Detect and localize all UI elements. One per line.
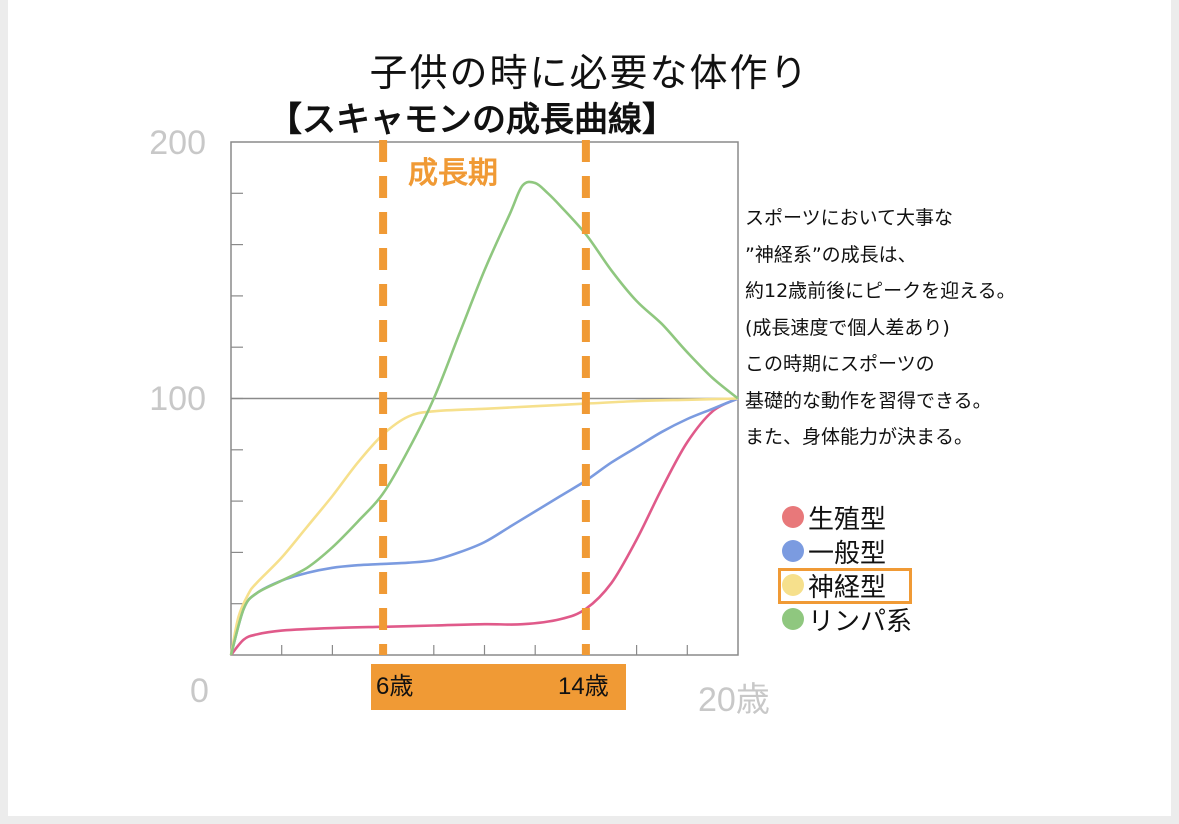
legend-item-general: 一般型: [782, 534, 942, 569]
legend-item-lymphoid: リンパ系: [782, 602, 942, 637]
series-line-general: [229, 397, 739, 656]
note-line: この時期にスポーツの: [745, 353, 935, 375]
explanation-note: スポーツにおいて大事な ”神経系”の成長は、 約12歳前後にピークを迎える。 (…: [745, 200, 1085, 456]
legend-label: 一般型: [808, 538, 887, 569]
growth-period-label: 成長期: [408, 156, 498, 191]
slide-title: 子供の時に必要な体作り: [369, 51, 810, 95]
y-tick-label-200: 200: [149, 124, 206, 162]
age-start-label: 6歳: [376, 673, 414, 700]
y-tick-label-100: 100: [149, 380, 206, 418]
note-line: (成長速度で個人差あり): [745, 316, 950, 339]
x-tick-label-20: 20歳: [698, 681, 770, 719]
legend-label: リンパ系: [808, 606, 913, 637]
note-line: 約12歳前後にピークを迎える。: [745, 280, 1016, 302]
slide-subtitle: 【スキャモンの成長曲線】: [268, 100, 676, 140]
note-line: 基礎的な動作を習得できる。: [745, 389, 992, 412]
series-line-lymphoid: [229, 180, 739, 656]
legend-marker: [782, 540, 804, 562]
legend-marker: [782, 574, 804, 596]
age-end-label: 14歳: [558, 673, 609, 700]
legend-highlight-box: [778, 568, 912, 604]
note-line: また、身体能力が決まる。: [745, 426, 974, 448]
legend-marker: [782, 506, 804, 528]
series-line-reproductive: [229, 397, 739, 656]
x-tick-label-0: 0: [190, 672, 209, 710]
legend-item-neural: 神経型: [782, 568, 942, 603]
note-line: スポーツにおいて大事な: [745, 207, 954, 229]
legend-marker: [782, 608, 804, 630]
legend-label: 生殖型: [808, 504, 887, 535]
legend-label: 神経型: [808, 572, 887, 603]
age-range-bar: [371, 664, 626, 710]
series-line-neural: [229, 397, 739, 656]
note-line: ”神経系”の成長は、: [745, 243, 917, 266]
legend-item-reproductive: 生殖型: [782, 500, 942, 535]
